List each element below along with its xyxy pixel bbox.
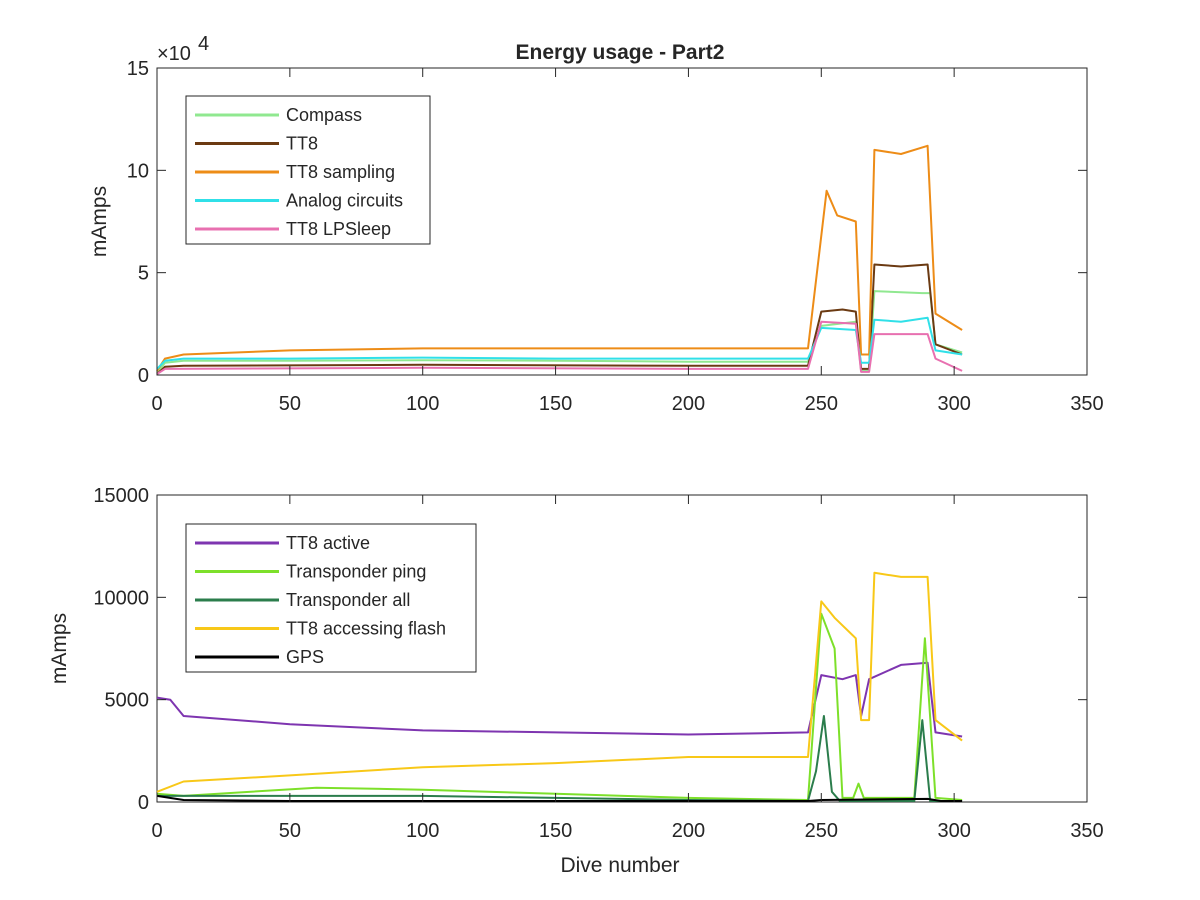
series-line-tt8 [156, 263, 963, 375]
series-line-analog-circuits [156, 316, 963, 370]
legend: Compass TT8 TT8 sampling Analog circuits TT8… [185, 95, 431, 245]
series-line-transponder-ping [156, 612, 963, 801]
x-tick-label: 200 [672, 393, 705, 415]
x-tick-label: 300 [937, 820, 970, 842]
series-line-tt8-active [156, 661, 963, 738]
y-tick-label: 10000 [93, 587, 149, 609]
chart-title: Energy usage - Part2 [516, 41, 725, 64]
y-exponent-label: ×10 [157, 43, 191, 65]
x-tick-label: 100 [406, 820, 439, 842]
x-tick-label: 350 [1070, 820, 1103, 842]
x-tick-label: 50 [279, 820, 301, 842]
x-tick-label: 200 [672, 820, 705, 842]
legend-label: Transponder all [286, 590, 410, 610]
x-tick-label: 250 [805, 820, 838, 842]
legend-label: TT8 [286, 134, 318, 154]
legend: TT8 active Transponder ping Transponder al… [185, 523, 477, 673]
x-tick-label: 0 [151, 820, 162, 842]
series-line-transponder-all [157, 715, 963, 802]
y-axis-label: mAmps [48, 613, 71, 684]
bottom-plot: 0 50 100 150 200 250 300 350 0 5000 10000 15000 mAmp… [48, 485, 1104, 842]
series-line-tt8-sampling [156, 144, 963, 372]
legend-label: Analog circuits [286, 191, 403, 211]
legend-label: Compass [286, 105, 362, 125]
series-line-tt8-accessing-flash [156, 571, 963, 793]
x-tick-label: 250 [805, 393, 838, 415]
x-tick-label: 100 [406, 393, 439, 415]
x-tick-label: 50 [279, 393, 301, 415]
legend-box [185, 95, 431, 245]
y-tick-label: 5000 [105, 690, 150, 712]
x-tick-label: 150 [539, 393, 572, 415]
legend-label: TT8 accessing flash [286, 619, 446, 639]
x-tick-label: 300 [937, 393, 970, 415]
x-axis-label: Dive number [560, 854, 679, 877]
legend-box [185, 523, 477, 673]
top-plot: 0 50 100 150 200 250 300 350 0 5 10 15 ×10 4 mAmps Comp… [88, 33, 1104, 415]
y-tick-label: 0 [138, 365, 149, 387]
x-tick-label: 350 [1070, 393, 1103, 415]
y-tick-label: 15000 [93, 485, 149, 507]
y-tick-label: 15 [127, 58, 149, 80]
y-tick-label: 5 [138, 263, 149, 285]
y-axis-label: mAmps [88, 186, 111, 257]
legend-label: TT8 sampling [286, 162, 395, 182]
legend-label: Transponder ping [286, 562, 426, 582]
y-tick-label: 10 [127, 160, 149, 182]
legend-label: TT8 active [286, 533, 370, 553]
series-line-compass [156, 290, 963, 374]
legend-label: TT8 LPSleep [286, 219, 391, 239]
y-exponent-power: 4 [198, 33, 209, 55]
x-tick-label: 0 [151, 393, 162, 415]
legend-label: GPS [286, 647, 324, 667]
x-tick-label: 150 [539, 820, 572, 842]
y-tick-label: 0 [138, 792, 149, 814]
